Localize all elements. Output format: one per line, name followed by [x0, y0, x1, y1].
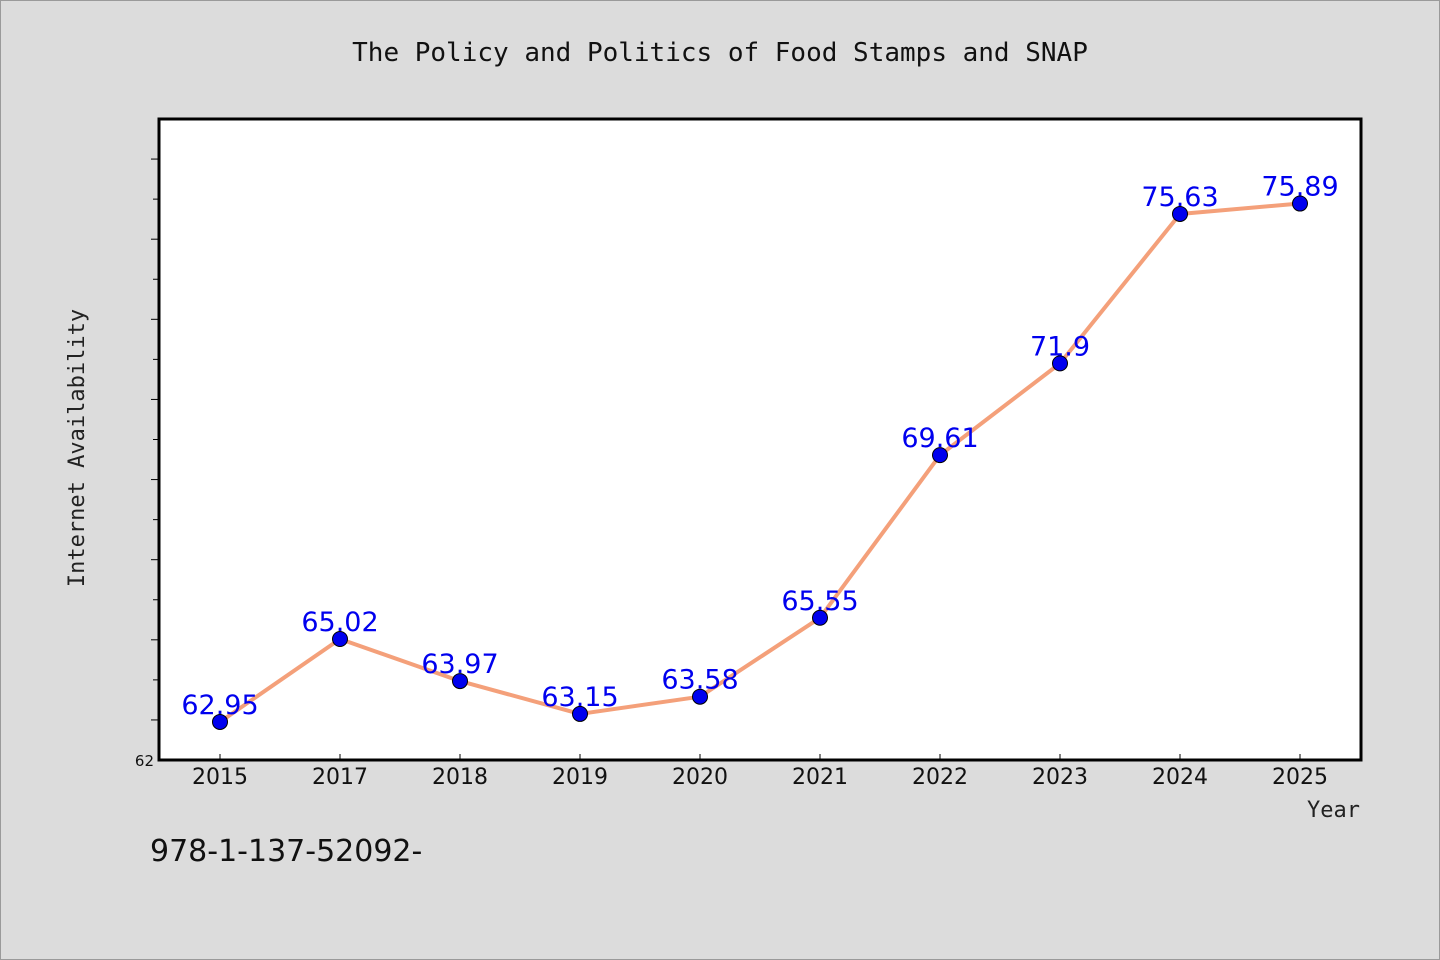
data-label: 63.58: [661, 665, 738, 696]
y-tick-label: 62: [135, 752, 154, 770]
markers-group: [212, 195, 1308, 730]
data-label: 65.02: [301, 607, 378, 638]
x-tick-label: 2021: [792, 765, 848, 790]
y-axis-label: Internet Availability: [65, 309, 90, 587]
data-point: [1172, 205, 1188, 222]
x-tick-label: 2018: [432, 765, 488, 790]
x-tick-label: 2017: [312, 765, 368, 790]
data-label: 75.89: [1261, 172, 1338, 203]
data-point: [692, 688, 708, 705]
data-label: 63.15: [541, 682, 618, 713]
data-point: [932, 447, 948, 464]
data-labels-group: 62.95 65.02 63.97 63.15 63.58 65.55 69.61 71.9 7…: [181, 172, 1338, 721]
x-axis-label: Year: [1307, 798, 1360, 823]
data-label: 62.95: [181, 690, 258, 721]
x-tick-label: 2025: [1272, 765, 1328, 790]
data-point: [572, 705, 588, 722]
data-point: [812, 609, 828, 626]
x-tick-label: 2015: [192, 765, 248, 790]
data-point: [212, 713, 228, 730]
x-tick-label: 2020: [672, 765, 728, 790]
x-tick-label: 2019: [552, 765, 608, 790]
data-label: 75.63: [1141, 182, 1218, 213]
x-tick-label: 2024: [1152, 765, 1208, 790]
data-label: 65.55: [781, 586, 858, 617]
data-label: 71.9: [1030, 331, 1090, 362]
chart-title: The Policy and Politics of Food Stamps a…: [352, 38, 1088, 68]
data-point: [452, 673, 468, 690]
x-tick-label: 2023: [1032, 765, 1088, 790]
data-label: 63.97: [421, 649, 498, 680]
y-axis-ticks: 62: [135, 158, 159, 770]
x-axis-ticks: 2015 2017 2018 2019 2020 2021 2022 2023 2024 2025: [192, 754, 1328, 790]
data-point: [1052, 355, 1068, 372]
data-point: [332, 631, 348, 648]
series-line: [218, 201, 1301, 724]
series-group: [218, 201, 1301, 724]
plot-area: [157, 117, 1363, 762]
data-label: 69.61: [901, 423, 978, 454]
x-tick-label: 2022: [912, 765, 968, 790]
footer-isbn: 978-1-137-52092-: [150, 834, 423, 869]
data-point: [1292, 195, 1308, 212]
